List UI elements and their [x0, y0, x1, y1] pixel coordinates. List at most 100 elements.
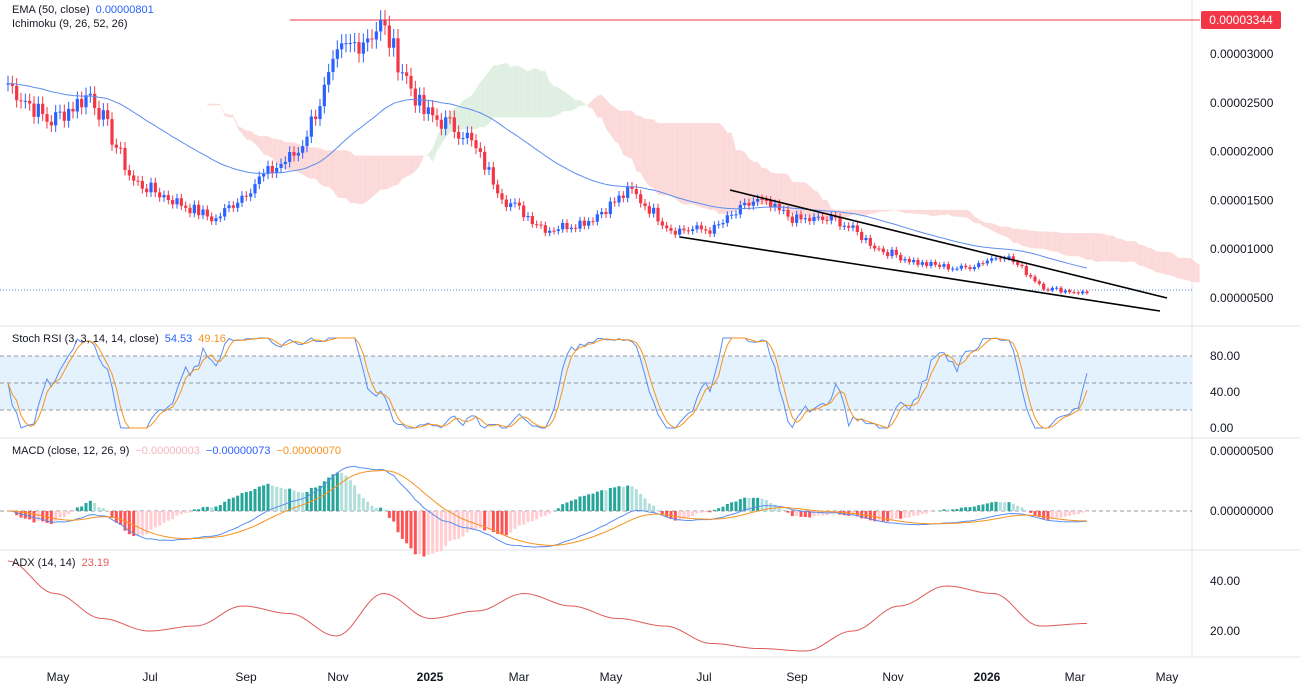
time-axis-label: Sep	[235, 670, 257, 684]
ichimoku-cloud	[844, 209, 849, 217]
ichimoku-cloud	[1191, 258, 1196, 283]
ichimoku-cloud	[658, 123, 663, 196]
time-axis-label: May	[1156, 670, 1179, 684]
candle	[418, 94, 422, 106]
candle	[1081, 291, 1085, 294]
ichimoku-cloud	[463, 98, 468, 130]
ichimoku-cloud	[593, 95, 598, 118]
candle	[652, 207, 656, 214]
ichimoku-cloud	[913, 209, 918, 214]
candle	[786, 209, 790, 217]
macd-histogram-bar	[777, 507, 781, 511]
time-axis-label: 2025	[417, 670, 444, 684]
ichimoku-cloud	[1004, 226, 1009, 239]
candle	[886, 252, 890, 257]
candle	[938, 264, 942, 267]
ichimoku-cloud	[428, 148, 433, 162]
candle	[392, 38, 396, 48]
ichimoku-cloud	[679, 123, 684, 205]
macd-histogram-bar	[496, 511, 500, 534]
ichimoku-cloud	[675, 123, 680, 203]
candle	[301, 146, 305, 153]
ichimoku-cloud	[350, 151, 355, 204]
macd-histogram-bar	[1046, 511, 1050, 520]
candle	[88, 93, 92, 96]
candle	[140, 180, 144, 189]
ichimoku-legend: Ichimoku (9, 26, 52, 26)	[12, 18, 134, 30]
adx-axis-label: 40.00	[1210, 574, 1240, 588]
ichimoku-cloud	[207, 103, 212, 106]
ichimoku-cloud	[359, 155, 364, 205]
macd-histogram-bar	[626, 485, 630, 511]
candle	[764, 199, 768, 201]
ichimoku-cloud	[809, 186, 814, 220]
macd-line-value: −0.00000073	[205, 445, 271, 457]
ichimoku-cloud	[467, 95, 472, 129]
candle	[71, 108, 75, 112]
candle	[361, 42, 365, 54]
macd-histogram-bar	[461, 511, 465, 537]
macd-histogram-bar	[223, 501, 227, 511]
macd-histogram-bar	[712, 509, 716, 511]
ichimoku-cloud	[1134, 241, 1139, 266]
macd-histogram-bar	[1076, 511, 1080, 514]
macd-histogram-bar	[387, 511, 391, 519]
macd-histogram-bar	[439, 511, 443, 552]
candle	[574, 227, 578, 229]
macd-histogram-bar	[721, 506, 725, 511]
candle	[1068, 290, 1072, 293]
candle	[452, 117, 456, 132]
macd-histogram-bar	[691, 511, 695, 517]
candle	[981, 263, 985, 265]
ichimoku-cloud	[1143, 245, 1148, 269]
ichimoku-cloud	[307, 146, 312, 179]
macd-histogram-bar	[36, 511, 40, 521]
candle	[106, 110, 110, 120]
stoch-legend: Stoch RSI (3, 3, 14, 14, close) 54.53 49.1…	[12, 333, 232, 345]
ichimoku-cloud	[1035, 230, 1040, 249]
candle	[275, 168, 279, 173]
candle	[309, 116, 313, 137]
candle	[1016, 262, 1020, 265]
ichimoku-cloud	[237, 125, 242, 134]
candle	[894, 249, 898, 256]
macd-histogram-bar	[305, 491, 309, 511]
macd-histogram-bar	[266, 483, 270, 511]
macd-histogram-bar	[686, 511, 690, 518]
macd-histogram-bar	[556, 508, 560, 511]
candle	[127, 170, 131, 176]
candle	[136, 180, 140, 182]
candle	[522, 205, 526, 218]
macd-histogram-bar	[192, 509, 196, 511]
macd-histogram-bar	[1050, 511, 1054, 520]
candle	[1076, 292, 1080, 294]
macd-histogram-bar	[652, 505, 656, 511]
candle	[400, 72, 404, 74]
macd-histogram-bar	[1016, 505, 1020, 511]
macd-histogram-bar	[1063, 511, 1067, 517]
candle	[842, 225, 846, 227]
macd-histogram-bar	[725, 503, 729, 511]
candle	[634, 189, 638, 195]
candle	[270, 166, 274, 173]
candle	[1063, 290, 1067, 293]
candle	[465, 132, 469, 139]
macd-histogram-bar	[331, 474, 335, 511]
candle	[262, 173, 266, 177]
ichimoku-cloud	[601, 94, 606, 129]
stoch-label: Stoch RSI (3, 3, 14, 14, close)	[12, 333, 159, 345]
ichimoku-cloud	[684, 123, 689, 205]
macd-histogram-bar	[171, 511, 175, 520]
candle	[457, 131, 461, 139]
ichimoku-cloud	[1043, 231, 1048, 251]
adx-axis-label: 20.00	[1210, 624, 1240, 638]
ichimoku-cloud	[701, 123, 706, 209]
ichimoku-cloud	[389, 155, 394, 189]
candle	[179, 198, 183, 206]
macd-axis-label: 0.00000000	[1210, 504, 1274, 518]
candle	[448, 117, 452, 119]
candle	[214, 218, 218, 222]
ichimoku-cloud	[697, 123, 702, 208]
ichimoku-cloud	[519, 66, 524, 118]
